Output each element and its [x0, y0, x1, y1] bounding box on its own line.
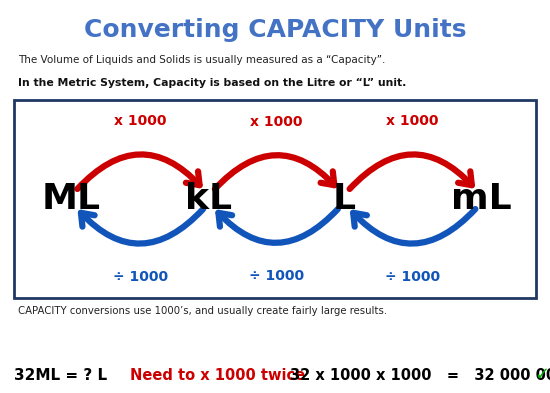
Text: ÷ 1000: ÷ 1000 — [249, 269, 304, 283]
Text: 32 x 1000 x 1000   =   32 000 000 L: 32 x 1000 x 1000 = 32 000 000 L — [290, 367, 550, 382]
Bar — [14, 100, 536, 298]
Text: x 1000: x 1000 — [250, 115, 302, 129]
Text: Converting CAPACITY Units: Converting CAPACITY Units — [84, 18, 466, 42]
Text: x 1000: x 1000 — [114, 114, 167, 128]
Text: In the Metric System, Capacity is based on the Litre or “L” unit.: In the Metric System, Capacity is based … — [18, 78, 406, 88]
Text: The Volume of Liquids and Solids is usually measured as a “Capacity”.: The Volume of Liquids and Solids is usua… — [18, 55, 386, 65]
FancyArrowPatch shape — [218, 209, 338, 243]
Text: ✓: ✓ — [534, 366, 549, 384]
Text: ML: ML — [42, 182, 101, 216]
Text: ÷ 1000: ÷ 1000 — [113, 270, 168, 284]
Text: kL: kL — [185, 182, 233, 216]
FancyArrowPatch shape — [81, 209, 203, 244]
Text: 32ML = ? L: 32ML = ? L — [14, 367, 107, 382]
Text: x 1000: x 1000 — [386, 114, 439, 128]
FancyArrowPatch shape — [350, 154, 472, 189]
Text: ÷ 1000: ÷ 1000 — [385, 270, 440, 284]
FancyArrowPatch shape — [78, 154, 200, 189]
FancyArrowPatch shape — [215, 155, 334, 189]
Text: L: L — [332, 182, 355, 216]
Text: CAPACITY conversions use 1000’s, and usually create fairly large results.: CAPACITY conversions use 1000’s, and usu… — [18, 306, 387, 316]
Text: Need to x 1000 twice: Need to x 1000 twice — [130, 367, 305, 382]
FancyArrowPatch shape — [353, 209, 475, 244]
Text: mL: mL — [451, 182, 512, 216]
